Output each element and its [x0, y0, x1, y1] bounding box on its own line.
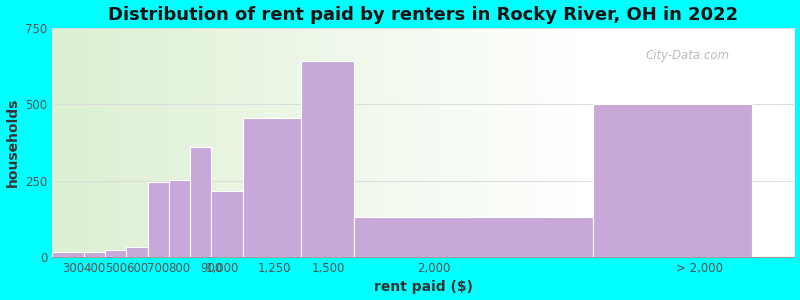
Bar	[52, 252, 84, 257]
Bar	[354, 217, 593, 257]
Bar	[243, 118, 302, 257]
Title: Distribution of rent paid by renters in Rocky River, OH in 2022: Distribution of rent paid by renters in …	[108, 6, 738, 24]
Y-axis label: households: households	[6, 98, 19, 187]
Bar	[148, 182, 169, 257]
Bar	[126, 247, 148, 257]
Bar	[84, 252, 106, 257]
Bar	[302, 61, 354, 257]
Bar	[211, 191, 243, 257]
Bar	[593, 104, 752, 257]
Bar	[190, 147, 211, 257]
Bar	[106, 250, 126, 257]
Bar	[169, 180, 190, 257]
Text: City-Data.com: City-Data.com	[646, 49, 730, 62]
X-axis label: rent paid ($): rent paid ($)	[374, 280, 473, 294]
